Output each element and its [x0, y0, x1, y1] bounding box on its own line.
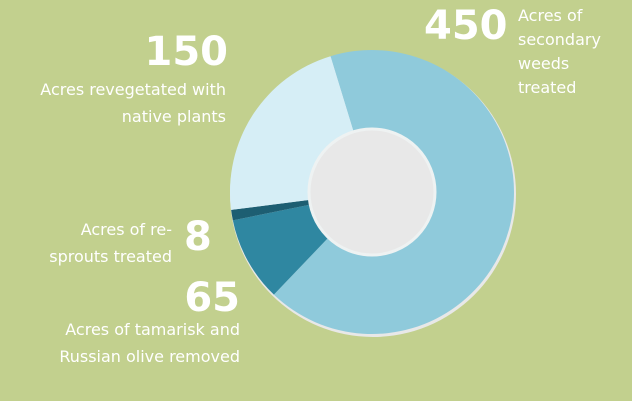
donut-hole-edge	[307, 127, 437, 257]
donut-segment	[232, 204, 329, 295]
donut-segment	[273, 50, 514, 335]
category-label: Acres of re-sprouts treated	[49, 220, 172, 266]
category-label: Acres of secondary weeds treated	[518, 6, 601, 97]
value-label: 8	[184, 214, 212, 260]
category-label: Acres of tamarisk and Russian olive remo…	[59, 320, 240, 366]
value-label: 450	[424, 3, 508, 49]
value-label: 65	[184, 275, 240, 321]
value-label: 150	[144, 29, 229, 75]
category-label: Acres revegetated with native plants	[40, 80, 226, 126]
donut-segment	[230, 56, 354, 210]
donut-segment	[231, 199, 311, 221]
